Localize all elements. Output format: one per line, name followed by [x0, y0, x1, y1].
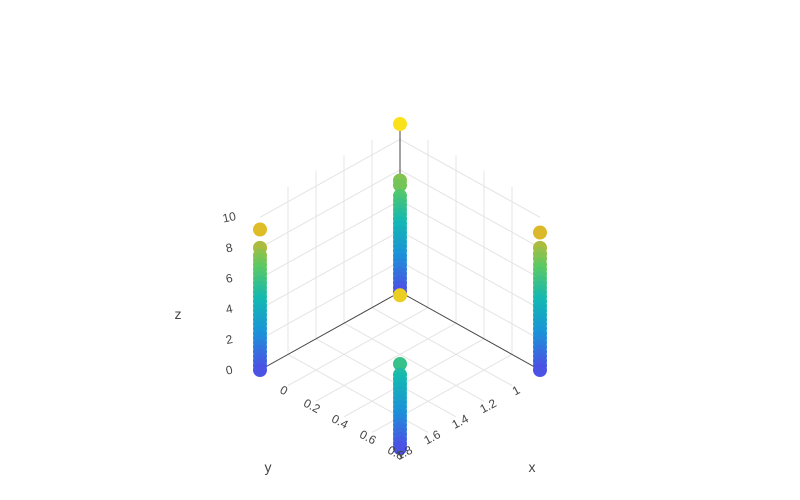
data-point	[393, 357, 407, 371]
data-point	[253, 363, 267, 377]
data-point	[393, 117, 407, 131]
wall-gridline-z	[259, 199, 401, 279]
z-tick-label: 6	[224, 271, 234, 286]
marker-layer	[253, 117, 547, 455]
x-tick-label: 0	[278, 383, 291, 399]
floor-gridline-y	[343, 322, 485, 402]
x-axis-title: x	[529, 459, 536, 475]
data-point	[533, 225, 547, 240]
floor-gridline-x	[343, 338, 485, 418]
wall-gridline-z	[399, 261, 541, 340]
z-tick-label: 10	[221, 209, 237, 226]
z-tick-label: 8	[224, 240, 234, 255]
data-point	[253, 222, 267, 237]
data-point	[393, 441, 407, 455]
wall-gridline-z	[259, 230, 401, 310]
floor-gridline-x	[371, 353, 513, 433]
z-tick-label: 4	[224, 301, 234, 316]
wall-gridline-z	[259, 138, 401, 218]
data-point	[393, 288, 407, 303]
y-axis-line	[259, 291, 401, 371]
wall-gridline-z	[399, 169, 541, 249]
floor-gridline-y	[371, 307, 513, 387]
data-point	[393, 178, 407, 193]
wall-gridline-z	[399, 138, 541, 218]
wall-gridline-z	[259, 261, 401, 340]
floor-gridline-x	[315, 322, 457, 402]
z-tick-label: 2	[224, 332, 234, 347]
z-tick-label: 0	[224, 362, 234, 377]
floor-gridline-x	[287, 307, 429, 387]
wall-gridline-z	[399, 199, 541, 279]
y-tick-label: 1	[510, 383, 523, 399]
x-axis-line	[399, 291, 541, 371]
wall-gridline-z	[399, 230, 541, 310]
z-axis-title: z	[175, 306, 182, 322]
wall-gridline-z	[259, 169, 401, 249]
y-axis-title: y	[265, 459, 272, 475]
floor-gridline-y	[315, 338, 457, 418]
data-point	[533, 363, 547, 377]
floor-gridline-y	[287, 353, 429, 433]
